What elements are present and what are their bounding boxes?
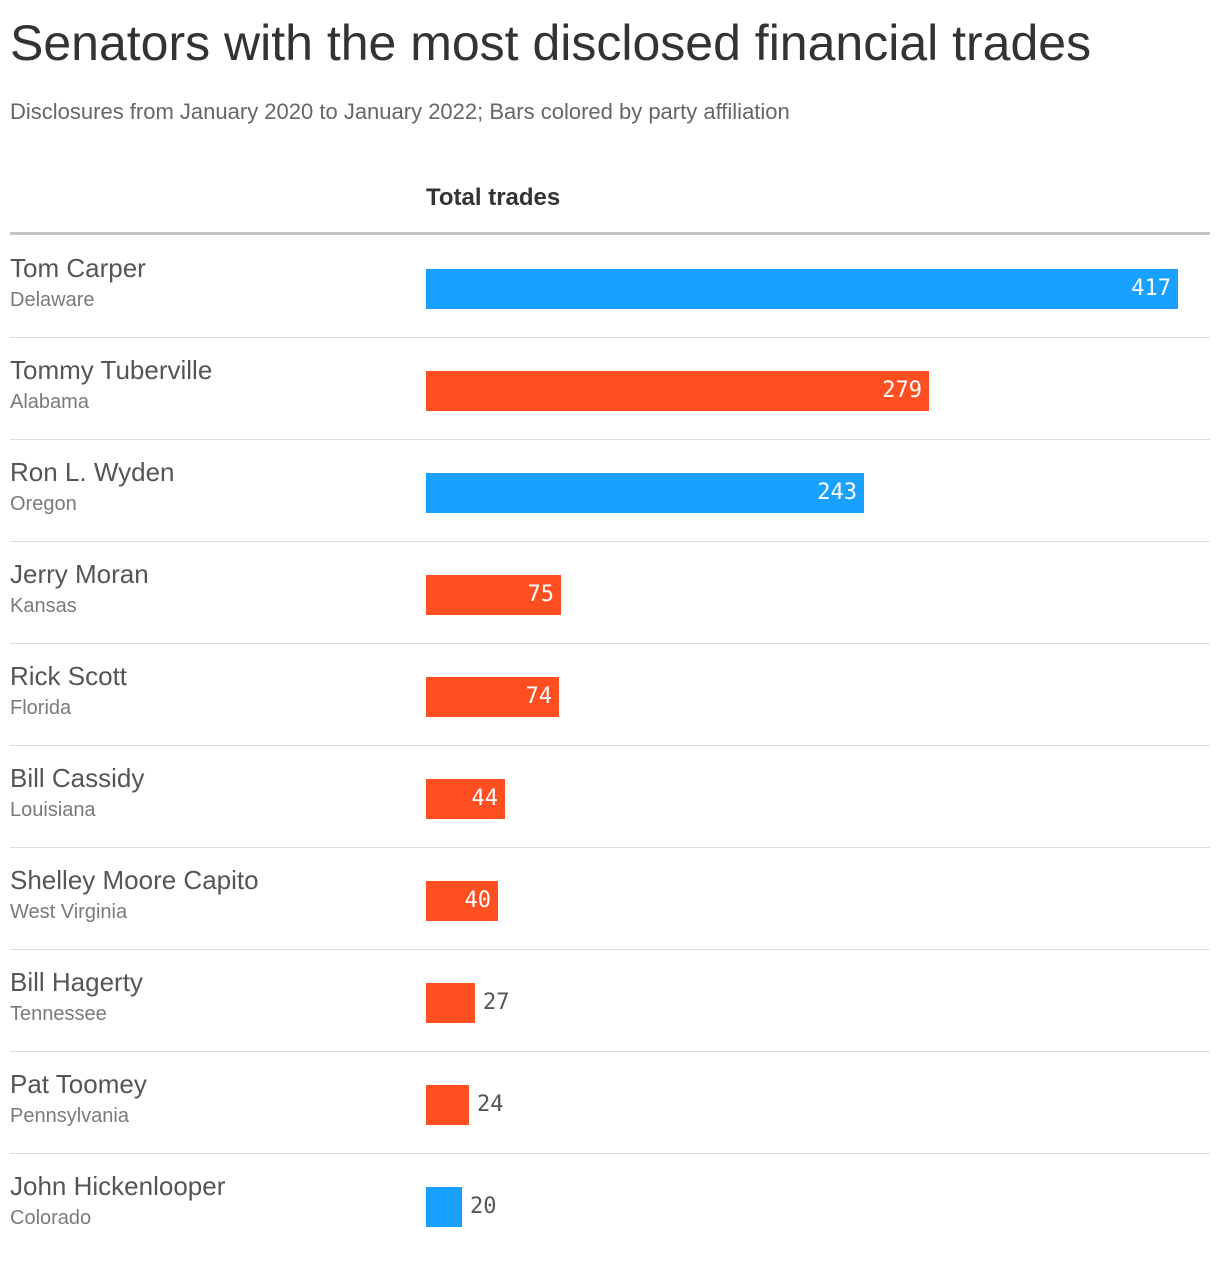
senator-name: Bill Hagerty bbox=[10, 967, 143, 997]
row-divider bbox=[10, 847, 1210, 848]
bar-value-label: 74 bbox=[525, 684, 553, 709]
bar-value-label: 40 bbox=[464, 888, 492, 913]
bar bbox=[426, 473, 864, 513]
senator-state: Alabama bbox=[10, 391, 89, 413]
bar-row: Rick Scott Florida 74 bbox=[0, 644, 1220, 746]
column-header-total-trades: Total trades bbox=[426, 184, 561, 211]
bar bbox=[426, 881, 498, 921]
row-divider bbox=[10, 439, 1210, 440]
bar-row: Bill Hagerty Tennessee 27 bbox=[0, 950, 1220, 1052]
bar-row: Bill Cassidy Louisiana 44 bbox=[0, 746, 1220, 848]
senator-name: John Hickenlooper bbox=[10, 1171, 226, 1201]
senator-name: Tommy Tuberville bbox=[10, 355, 213, 385]
senator-state: Florida bbox=[10, 697, 72, 719]
row-divider bbox=[10, 1153, 1210, 1154]
bar-row: Pat Toomey Pennsylvania 24 bbox=[0, 1052, 1220, 1154]
senator-name: Shelley Moore Capito bbox=[10, 865, 259, 895]
senator-state: Louisiana bbox=[10, 799, 96, 821]
bar-value-label: 20 bbox=[470, 1194, 497, 1219]
senator-name: Bill Cassidy bbox=[10, 763, 145, 793]
bar-value-label: 24 bbox=[477, 1092, 504, 1117]
bar bbox=[426, 269, 1178, 309]
senator-name: Ron L. Wyden bbox=[10, 457, 175, 487]
bar bbox=[426, 1085, 469, 1125]
bar-row: Tommy Tuberville Alabama 279 bbox=[0, 338, 1220, 440]
bar-value-label: 417 bbox=[1131, 276, 1171, 301]
senator-state: Oregon bbox=[10, 493, 77, 515]
senator-state: Tennessee bbox=[10, 1003, 107, 1025]
bar-row: Jerry Moran Kansas 75 bbox=[0, 542, 1220, 644]
bar bbox=[426, 983, 475, 1023]
senator-state: Delaware bbox=[10, 289, 95, 311]
row-divider bbox=[10, 1051, 1210, 1052]
row-divider bbox=[10, 745, 1210, 746]
bar-value-label: 27 bbox=[483, 990, 510, 1015]
senator-name: Jerry Moran bbox=[10, 559, 149, 589]
bar-value-label: 243 bbox=[817, 480, 857, 505]
bar-value-label: 44 bbox=[471, 786, 499, 811]
chart-subtitle: Disclosures from January 2020 to January… bbox=[10, 99, 790, 124]
bar-value-label: 279 bbox=[882, 378, 922, 403]
row-divider bbox=[10, 949, 1210, 950]
senator-name: Tom Carper bbox=[10, 253, 146, 283]
row-divider bbox=[10, 643, 1210, 644]
chart-title: Senators with the most disclosed financi… bbox=[10, 15, 1092, 71]
senator-state: Pennsylvania bbox=[10, 1105, 129, 1127]
bar bbox=[426, 677, 559, 717]
senator-state: Colorado bbox=[10, 1207, 92, 1229]
bar-row: Ron L. Wyden Oregon 243 bbox=[0, 440, 1220, 542]
bar-value-label: 75 bbox=[527, 582, 555, 607]
senator-name: Pat Toomey bbox=[10, 1069, 147, 1099]
bar bbox=[426, 1187, 462, 1227]
row-divider bbox=[10, 541, 1210, 542]
bar bbox=[426, 779, 505, 819]
header-divider bbox=[10, 232, 1210, 235]
bar bbox=[426, 575, 561, 615]
senator-state: Kansas bbox=[10, 595, 77, 617]
bar bbox=[426, 371, 929, 411]
bar-row: John Hickenlooper Colorado 20 bbox=[0, 1154, 1220, 1256]
senator-state: West Virginia bbox=[10, 901, 128, 923]
row-divider bbox=[10, 337, 1210, 338]
bar-row: Tom Carper Delaware 417 bbox=[0, 236, 1220, 338]
senator-name: Rick Scott bbox=[10, 661, 128, 691]
bar-row: Shelley Moore Capito West Virginia 40 bbox=[0, 848, 1220, 950]
